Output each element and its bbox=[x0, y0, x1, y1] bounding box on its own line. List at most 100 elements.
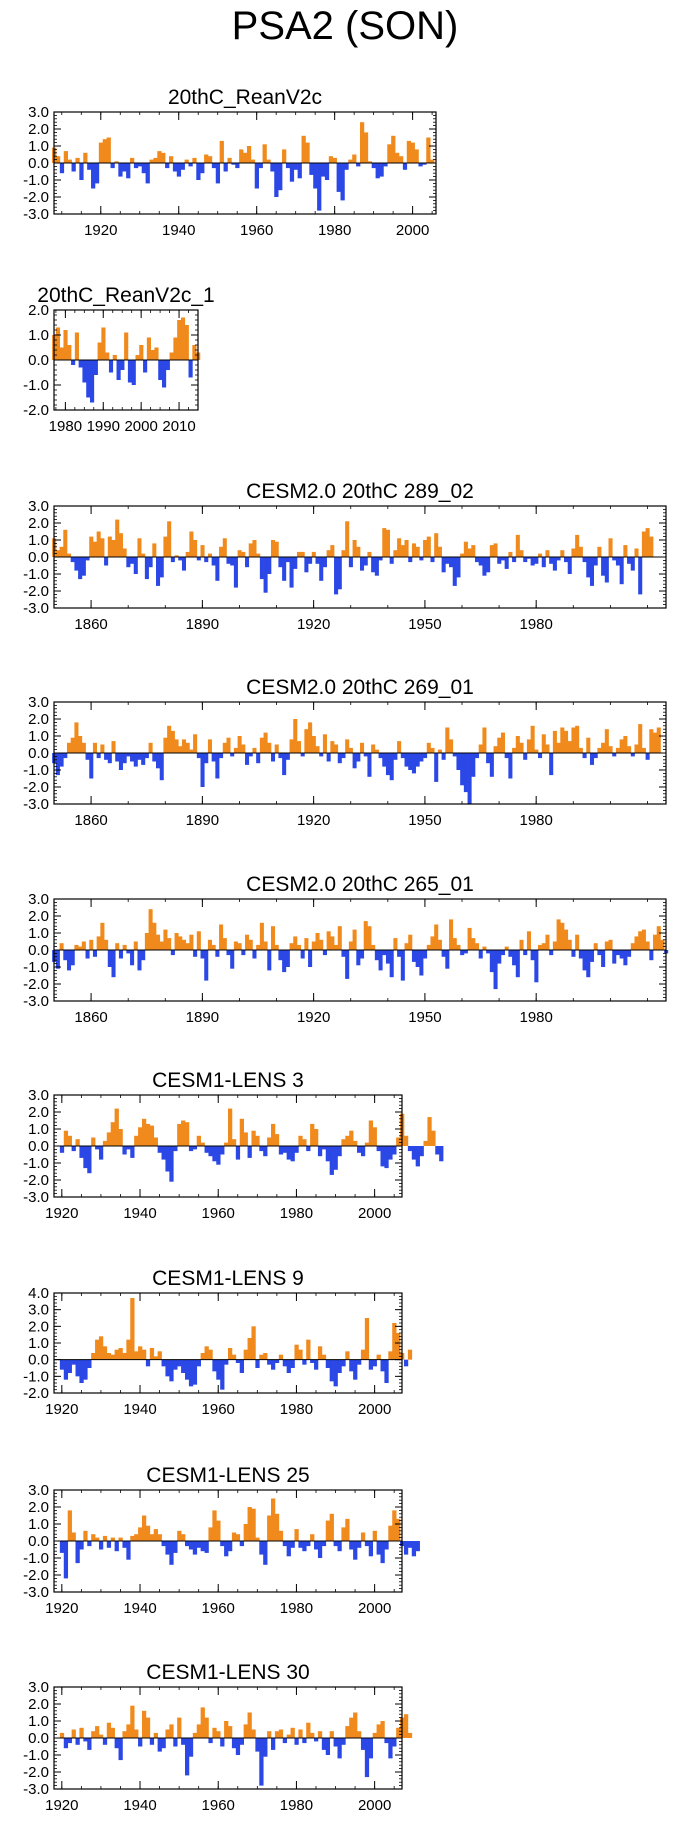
xtick-label: 1920 bbox=[297, 616, 330, 633]
data-bar bbox=[243, 1724, 248, 1738]
data-bar bbox=[403, 1359, 409, 1367]
data-bar bbox=[162, 360, 167, 388]
data-bar bbox=[380, 1359, 385, 1372]
data-bar bbox=[368, 1738, 374, 1759]
ytick-label: 0.0 bbox=[28, 1138, 49, 1155]
data-bar bbox=[215, 163, 221, 184]
data-bar bbox=[552, 557, 557, 571]
data-bar bbox=[66, 742, 72, 753]
ytick-label: 0.0 bbox=[28, 352, 49, 369]
data-bar bbox=[208, 1738, 213, 1744]
data-bar bbox=[55, 327, 61, 360]
data-bar bbox=[115, 753, 120, 762]
ytick-label: -2.0 bbox=[23, 1385, 49, 1402]
data-bar bbox=[263, 1353, 268, 1360]
data-bar bbox=[122, 944, 127, 950]
data-bar bbox=[219, 546, 224, 557]
data-bar bbox=[157, 1534, 162, 1541]
data-bar bbox=[87, 1146, 92, 1174]
data-bar bbox=[78, 946, 83, 950]
data-bar bbox=[96, 531, 101, 557]
data-bar bbox=[243, 1524, 248, 1541]
data-bar bbox=[104, 557, 109, 566]
data-bar bbox=[372, 1732, 377, 1738]
data-bar bbox=[374, 950, 379, 961]
data-bar bbox=[163, 737, 168, 753]
data-bar bbox=[174, 555, 179, 557]
data-bar bbox=[75, 157, 80, 163]
data-bar bbox=[463, 541, 468, 557]
data-bar bbox=[575, 725, 580, 753]
data-bar bbox=[153, 1356, 158, 1360]
data-bar bbox=[87, 1541, 92, 1547]
data-bar bbox=[231, 1738, 237, 1749]
data-bar bbox=[107, 536, 112, 557]
data-bar bbox=[382, 950, 387, 956]
data-bar bbox=[167, 725, 172, 753]
data-bar bbox=[118, 1537, 123, 1541]
data-bar bbox=[357, 1731, 362, 1738]
data-bar bbox=[163, 929, 168, 950]
data-bar bbox=[177, 1123, 182, 1146]
data-bar bbox=[419, 950, 424, 976]
data-bar bbox=[294, 1344, 299, 1360]
data-bar bbox=[91, 1731, 96, 1738]
data-bar bbox=[294, 1738, 299, 1745]
data-bar bbox=[259, 1146, 264, 1152]
xtick-label: 1950 bbox=[408, 1009, 441, 1026]
ytick-label: 3.0 bbox=[28, 1087, 49, 1104]
data-bar bbox=[200, 1142, 205, 1146]
data-bar bbox=[309, 163, 314, 175]
data-bar bbox=[118, 753, 123, 770]
data-bar bbox=[329, 1731, 334, 1738]
data-bar bbox=[332, 157, 337, 163]
data-bar bbox=[319, 939, 324, 950]
data-bar bbox=[385, 753, 391, 776]
data-bar bbox=[91, 1137, 96, 1146]
data-bar bbox=[256, 753, 261, 764]
data-bar bbox=[582, 557, 587, 563]
data-bar bbox=[415, 753, 420, 767]
ytick-label: 2.0 bbox=[28, 908, 49, 925]
data-bar bbox=[208, 1527, 213, 1541]
data-bar bbox=[237, 736, 242, 753]
data-bar bbox=[402, 163, 408, 170]
data-bar bbox=[534, 950, 539, 983]
data-bar bbox=[220, 1146, 225, 1155]
data-bar bbox=[174, 739, 179, 753]
data-bar bbox=[404, 540, 409, 557]
data-bar bbox=[177, 1530, 182, 1541]
data-bar bbox=[407, 1541, 413, 1548]
data-bar bbox=[200, 753, 205, 787]
data-bar bbox=[212, 1510, 217, 1541]
data-bar bbox=[263, 732, 268, 753]
data-bar bbox=[589, 950, 595, 962]
ytick-label: -3.0 bbox=[23, 1189, 49, 1206]
data-bar bbox=[148, 909, 153, 950]
panel-title: CESM1-LENS 25 bbox=[146, 1464, 309, 1487]
data-bar bbox=[122, 1731, 127, 1738]
data-bar bbox=[545, 744, 550, 753]
data-bar bbox=[471, 753, 476, 777]
data-bar bbox=[170, 557, 175, 563]
data-bar bbox=[200, 545, 205, 557]
data-bar bbox=[145, 1525, 151, 1541]
data-bar bbox=[567, 557, 572, 574]
xtick-label: 1950 bbox=[408, 616, 441, 633]
data-bar bbox=[163, 536, 168, 557]
data-bar bbox=[482, 946, 487, 950]
data-bar bbox=[92, 541, 98, 557]
data-bar bbox=[207, 553, 212, 557]
data-bar bbox=[102, 1535, 108, 1541]
data-bar bbox=[441, 753, 446, 760]
data-bar bbox=[545, 934, 550, 950]
data-bar bbox=[204, 1541, 209, 1553]
data-bar bbox=[271, 1359, 276, 1370]
data-bar bbox=[184, 1359, 190, 1380]
data-bar bbox=[538, 753, 543, 759]
data-bar bbox=[75, 1139, 80, 1146]
data-bar bbox=[207, 939, 212, 950]
data-bar bbox=[126, 1146, 131, 1150]
data-bar bbox=[337, 1359, 342, 1373]
